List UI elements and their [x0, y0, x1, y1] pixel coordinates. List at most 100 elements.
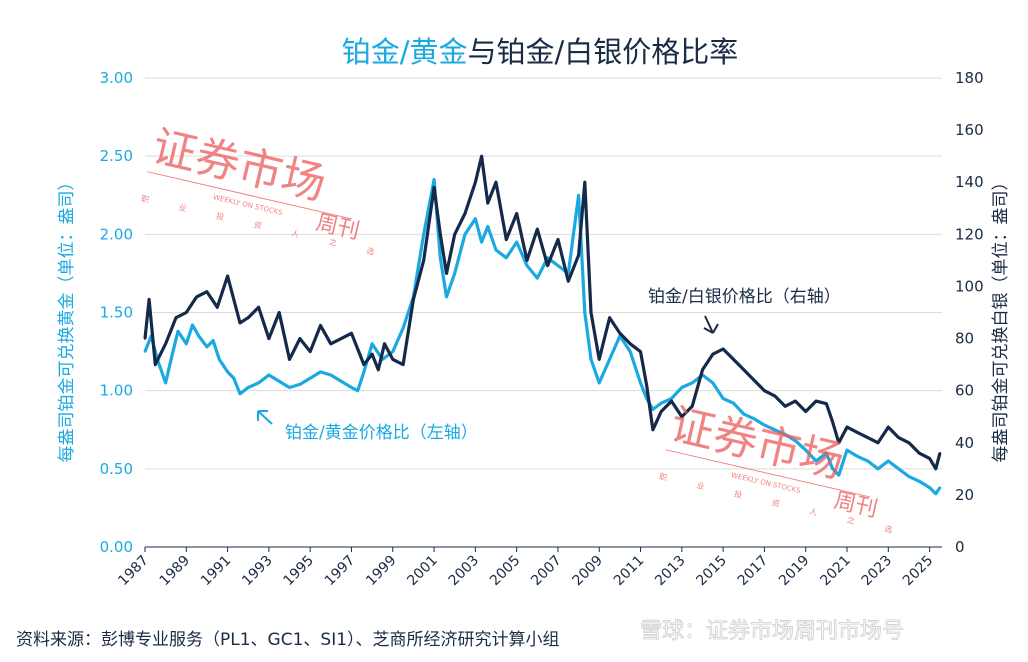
data-point — [567, 280, 570, 283]
data-point — [288, 386, 291, 389]
data-point — [583, 181, 586, 184]
data-point — [185, 342, 188, 345]
data-point — [164, 381, 167, 385]
data-point — [732, 358, 735, 361]
data-point — [515, 240, 518, 244]
data-point — [583, 311, 586, 314]
data-point — [350, 386, 353, 389]
data-point — [556, 264, 560, 267]
footer-watermark: 雪球：证券市场周刊市场号 — [640, 619, 904, 644]
data-point — [356, 389, 359, 392]
left-tick-label: 1.50 — [100, 304, 133, 322]
x-tick-label: 2009 — [570, 553, 607, 590]
data-point — [639, 381, 642, 385]
data-point — [216, 306, 219, 309]
left-tick-label: 0.50 — [100, 460, 133, 478]
data-point — [232, 298, 235, 301]
data-point — [856, 431, 859, 434]
data-point — [211, 339, 215, 342]
data-point — [350, 332, 353, 335]
right-tick-label: 0 — [955, 538, 965, 556]
x-tick-label: 1993 — [239, 553, 276, 590]
data-point — [474, 181, 477, 184]
data-point — [928, 457, 931, 460]
data-point — [660, 410, 663, 413]
data-point — [143, 350, 147, 353]
right-tick-label: 40 — [955, 434, 974, 452]
data-point — [232, 377, 235, 380]
gold-annotation-text: 铂金/黄金价格比（左轴） — [285, 423, 478, 443]
data-point — [928, 486, 931, 489]
data-point — [897, 467, 900, 470]
data-point — [837, 473, 840, 477]
data-point — [577, 194, 580, 197]
data-point — [934, 467, 937, 470]
data-point — [197, 334, 200, 338]
data-point — [174, 316, 178, 319]
x-tick-label: 1995 — [280, 553, 317, 590]
x-tick-label: 1991 — [198, 553, 235, 590]
data-point — [170, 355, 173, 358]
data-point — [577, 254, 580, 257]
data-point — [278, 380, 281, 383]
x-tick-label: 2019 — [776, 553, 813, 590]
right-tick-label: 100 — [955, 277, 984, 295]
data-point — [445, 272, 448, 275]
data-point — [691, 381, 694, 385]
data-point — [480, 155, 483, 158]
data-point — [773, 428, 776, 431]
data-point — [651, 428, 655, 431]
data-point — [329, 373, 332, 377]
data-point — [814, 459, 818, 463]
data-point — [205, 290, 209, 293]
data-point — [494, 248, 498, 252]
data-point — [536, 227, 539, 231]
right-tick-label: 120 — [955, 225, 984, 243]
data-point — [226, 274, 229, 278]
left-tick-label: 2.50 — [100, 147, 133, 165]
data-point — [377, 368, 380, 371]
data-point — [205, 345, 209, 349]
data-point — [247, 386, 250, 389]
data-point — [721, 347, 725, 351]
right-axis-label: 每盎司铂金可兑换白银（单位：盎司） — [991, 174, 1011, 463]
data-point — [645, 384, 648, 387]
data-point — [794, 439, 797, 442]
gold-annotation: 铂金/黄金价格比（左轴） — [257, 410, 478, 443]
data-point — [629, 350, 632, 353]
stamp-line — [147, 171, 353, 220]
left-axis-ticks: 0.00 0.50 1.00 1.50 2.00 2.50 3.00 — [100, 69, 133, 556]
silver-annotation-text: 铂金/白银价格比（右轴） — [648, 287, 841, 307]
data-point — [422, 259, 425, 262]
data-point — [918, 480, 921, 483]
x-tick-label: 1989 — [157, 553, 194, 590]
data-point — [752, 417, 756, 420]
data-point — [598, 358, 601, 361]
data-point — [711, 353, 714, 356]
data-point — [401, 363, 405, 366]
data-point — [742, 368, 745, 371]
data-point — [445, 295, 448, 299]
data-point — [218, 358, 221, 361]
data-point — [226, 370, 229, 374]
data-point — [340, 337, 343, 340]
data-point — [362, 370, 366, 374]
data-point — [608, 358, 611, 361]
left-tick-label: 1.00 — [100, 382, 133, 400]
gold-annotation-arrow-icon — [257, 410, 273, 425]
data-point — [362, 363, 366, 366]
data-point — [505, 238, 508, 241]
data-point — [298, 383, 302, 386]
data-point — [831, 467, 834, 470]
data-point — [618, 332, 622, 335]
data-point — [804, 448, 807, 452]
data-point — [804, 410, 807, 413]
data-point — [176, 330, 180, 333]
data-point — [505, 256, 508, 259]
data-point — [546, 264, 549, 267]
data-point — [474, 217, 477, 220]
data-point — [866, 436, 869, 439]
data-point — [154, 363, 157, 366]
data-point — [536, 276, 539, 280]
data-point — [356, 347, 359, 351]
